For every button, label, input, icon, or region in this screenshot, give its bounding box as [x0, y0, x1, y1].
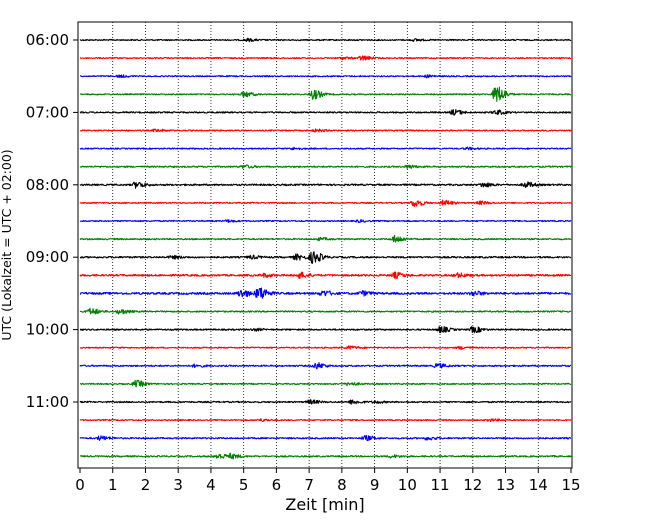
x-tick-label: 12 [463, 476, 482, 494]
x-tick-label: 10 [398, 476, 417, 494]
seismogram-trace [79, 55, 572, 61]
x-tick-label: 5 [239, 476, 249, 494]
x-axis-label: Zeit [min] [285, 495, 364, 514]
seismogram-trace [79, 109, 572, 116]
x-tick-label: 11 [431, 476, 450, 494]
trace-lines [79, 37, 572, 460]
seismogram-trace [79, 418, 572, 423]
seismogram-trace [79, 307, 572, 315]
y-axis-label: UTC (Lokalzeit = UTC + 02:00) [0, 149, 14, 340]
x-tick-label: 8 [337, 476, 347, 494]
y-axis-ticks: 06:00 07:00 08:00 09:00 10:00 11:00 [26, 31, 78, 411]
seismogram-trace [79, 362, 572, 370]
x-tick-label: 0 [75, 476, 85, 494]
seismogram-trace [79, 271, 572, 280]
seismogram-trace [79, 234, 572, 243]
x-tick-label: 2 [141, 476, 151, 494]
seismogram-trace [79, 435, 572, 442]
x-tick-label: 13 [496, 476, 515, 494]
x-tick-label: 6 [272, 476, 282, 494]
x-tick-label: 9 [370, 476, 380, 494]
seismogram-trace [79, 37, 572, 43]
seismogram-trace [79, 325, 572, 334]
x-tick-label: 15 [561, 476, 580, 494]
x-tick-label: 4 [206, 476, 216, 494]
y-tick-label: 11:00 [26, 393, 69, 411]
x-axis-ticks: 0 1 2 3 4 5 6 7 8 9 10 11 12 13 14 15 [75, 468, 581, 494]
seismogram-trace [79, 86, 572, 102]
seismogram-trace [79, 199, 572, 208]
y-tick-label: 10:00 [26, 321, 69, 339]
y-tick-label: 08:00 [26, 176, 69, 194]
x-tick-label: 1 [108, 476, 118, 494]
seismogram-trace [79, 452, 572, 460]
vertical-grid [112, 22, 539, 468]
seismogram-trace [79, 287, 572, 299]
plot-frame [77, 21, 573, 469]
y-tick-label: 06:00 [26, 31, 69, 49]
y-tick-label: 09:00 [26, 248, 69, 266]
seismogram-trace [79, 399, 572, 405]
x-tick-label: 7 [304, 476, 314, 494]
seismogram-trace [79, 128, 572, 133]
seismogram-trace [79, 146, 572, 151]
seismogram-trace [79, 74, 572, 79]
seismogram-trace [79, 251, 572, 264]
x-tick-label: 14 [529, 476, 548, 494]
seismogram-trace [79, 218, 572, 224]
seismogram-trace [79, 181, 572, 189]
y-tick-label: 07:00 [26, 103, 69, 121]
seismogram-trace [79, 345, 572, 350]
seismogram-trace [79, 164, 572, 170]
seismogram-trace [79, 379, 572, 388]
x-tick-label: 3 [173, 476, 183, 494]
